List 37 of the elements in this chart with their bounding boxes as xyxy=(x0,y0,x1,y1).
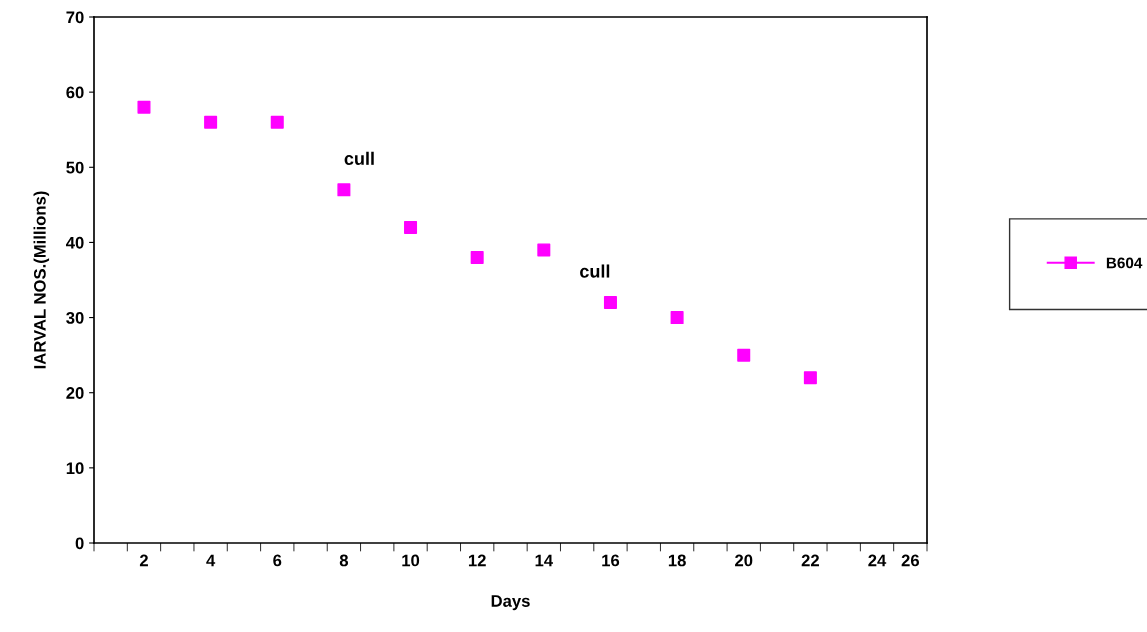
y-tick-label: 30 xyxy=(66,311,84,324)
y-axis-title: IARVAL NOS.(Millions) xyxy=(33,191,50,369)
x-tick-label: 10 xyxy=(402,554,420,567)
y-tick-label: 60 xyxy=(66,86,84,99)
x-tick-label: 18 xyxy=(668,554,686,567)
y-tick-label: 70 xyxy=(66,11,84,24)
point xyxy=(470,250,484,264)
y-tick-label: 40 xyxy=(65,236,84,249)
y-tick-label: 0 xyxy=(75,537,84,550)
point xyxy=(270,115,284,129)
x-tick-label: 2 xyxy=(139,554,148,567)
annotation: cull xyxy=(580,264,610,278)
x-tick-label: 12 xyxy=(468,554,486,567)
point xyxy=(537,243,551,257)
point xyxy=(404,220,418,234)
point xyxy=(803,371,817,385)
x-tick-label: 24 xyxy=(868,554,887,567)
x-tick-label: 20 xyxy=(735,554,753,567)
point xyxy=(737,348,751,362)
y-tick-label: 20 xyxy=(66,387,84,399)
point xyxy=(603,296,617,310)
x-tick-label: 4 xyxy=(206,554,216,567)
x-tick-label: 8 xyxy=(339,554,349,567)
x-axis-title: Days xyxy=(491,595,530,611)
x-tick-label: 14 xyxy=(535,554,553,567)
x-tick-label: 6 xyxy=(273,554,282,567)
x-tick-label: 16 xyxy=(602,554,620,567)
x-tick-label: 26 xyxy=(901,554,920,567)
annotation: cull xyxy=(344,151,374,166)
legend-label: B604 xyxy=(1106,257,1143,269)
point xyxy=(137,100,151,114)
y-tick-label: 50 xyxy=(66,161,84,174)
point xyxy=(670,311,684,325)
x-tick-label: 22 xyxy=(801,554,819,567)
point xyxy=(204,115,218,129)
point xyxy=(337,183,351,197)
y-tick-label: 10 xyxy=(66,462,84,475)
